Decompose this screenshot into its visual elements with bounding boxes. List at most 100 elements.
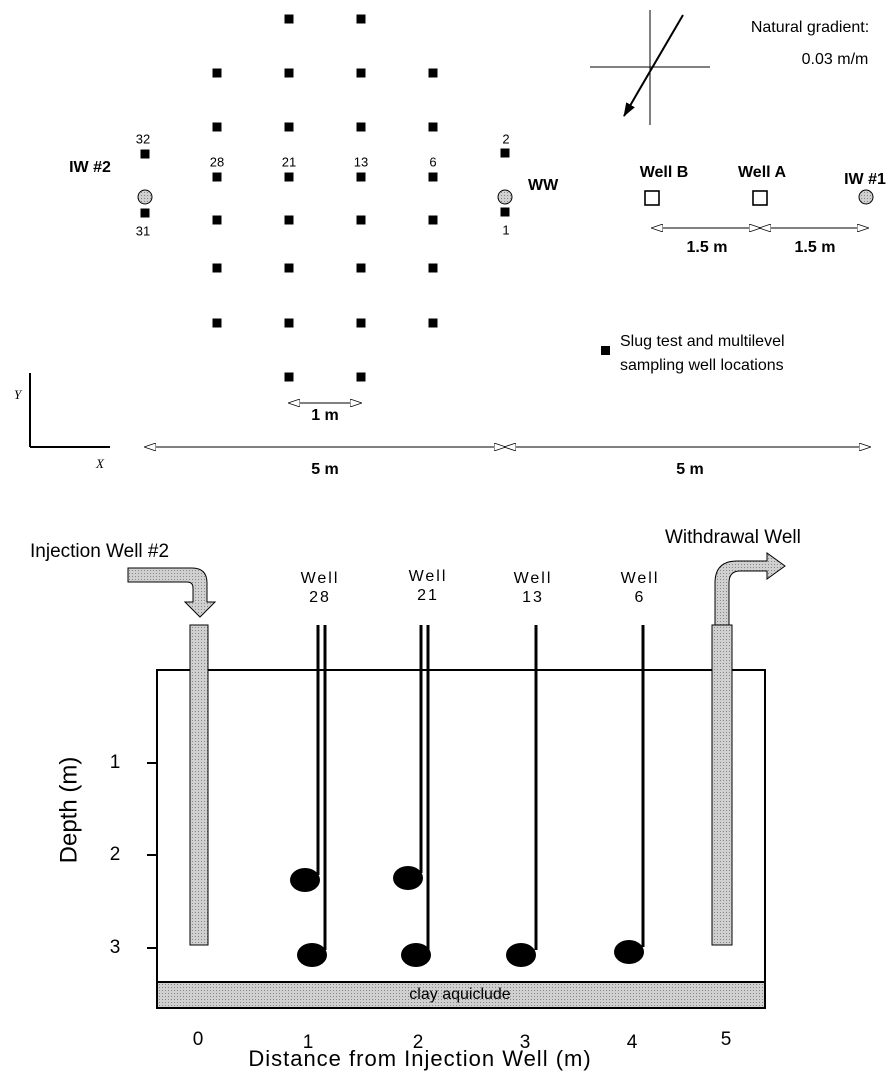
well-circle	[137, 189, 153, 205]
sampling-wells	[140, 14, 510, 382]
sampling-well	[428, 215, 438, 225]
well-label: Well A	[738, 164, 786, 181]
flow-arrow	[127, 567, 217, 618]
sampling-well	[212, 318, 222, 328]
sampling-well	[428, 68, 438, 78]
distance-tick-label: 0	[193, 1029, 204, 1050]
sampling-well	[284, 215, 294, 225]
distance-tick-label: 4	[627, 1032, 638, 1053]
sampling-well	[428, 172, 438, 182]
sampler-label: 28	[210, 154, 224, 169]
sampling-well	[356, 172, 366, 182]
sampler-label: 13	[354, 154, 368, 169]
legend-text: Slug test and multilevel	[620, 333, 785, 350]
withdrawal-label: Withdrawal Well	[665, 527, 801, 548]
well-number: 28	[309, 589, 331, 606]
plan-view: 32 31 2 1 28 21 13 6 IW #2 WW Well B Wel…	[14, 10, 886, 478]
well-label: IW #1	[844, 171, 886, 188]
sampler-tip	[297, 943, 327, 967]
sampling-well	[284, 172, 294, 182]
sampler-label: 21	[282, 154, 296, 169]
sampling-well	[140, 208, 150, 218]
spacing-label: 1 m	[311, 407, 339, 424]
axis-label: X	[95, 456, 105, 471]
well-square	[644, 190, 660, 206]
well-label: IW #2	[69, 159, 111, 176]
sampler-label: 31	[136, 223, 150, 238]
well-label: Well	[621, 570, 660, 587]
sampler-tip	[290, 868, 320, 892]
sampler-tip	[506, 943, 536, 967]
sampling-well	[428, 122, 438, 132]
distance-tick-label: 1	[303, 1032, 314, 1053]
sampling-well	[212, 68, 222, 78]
well-circle	[858, 189, 874, 205]
sampling-well	[356, 263, 366, 273]
well-label: Well	[409, 568, 448, 585]
sampling-well	[356, 14, 366, 24]
injection-label: Injection Well #2	[30, 541, 169, 562]
withdrawal-casing	[711, 624, 733, 946]
spacing-label: 5 m	[311, 461, 339, 478]
sampling-well	[284, 263, 294, 273]
distance-tick-label: 5	[721, 1029, 732, 1050]
sampler-tip	[614, 940, 644, 964]
depth-tick-label: 1	[110, 752, 121, 773]
legend-text: sampling well locations	[620, 357, 784, 374]
sampler-label: 32	[136, 131, 150, 146]
sampling-well	[356, 318, 366, 328]
legend-symbol	[601, 346, 610, 355]
y-axis-title: Depth (m)	[55, 757, 82, 864]
flow-arrow	[714, 552, 786, 626]
spacing-label: 1.5 m	[687, 239, 728, 256]
well-number: 13	[522, 589, 544, 606]
sampling-well	[284, 318, 294, 328]
sampler-tip	[393, 866, 423, 890]
samplers	[290, 625, 645, 967]
well-label: WW	[528, 177, 559, 194]
sampler-label: 6	[429, 154, 436, 169]
clay-label: clay aquiclude	[409, 986, 511, 1003]
sampling-well	[356, 68, 366, 78]
sampling-well	[140, 149, 150, 159]
well-number: 21	[417, 587, 439, 604]
depth-tick-label: 3	[110, 937, 121, 958]
sampling-well	[356, 372, 366, 382]
gradient-arrow	[623, 14, 684, 117]
spacing-label: 1.5 m	[795, 239, 836, 256]
sampling-well	[500, 207, 510, 217]
distance-tick-label: 2	[413, 1032, 424, 1053]
sampler-label: 1	[502, 222, 509, 237]
sampling-well	[212, 172, 222, 182]
sampling-well	[428, 263, 438, 273]
well-label: Well	[514, 570, 553, 587]
sampling-well	[284, 68, 294, 78]
sampling-well	[284, 122, 294, 132]
sampling-well	[212, 263, 222, 273]
x-axis-title: Distance from Injection Well (m)	[248, 1046, 591, 1071]
sampling-well	[356, 215, 366, 225]
well-circle	[497, 189, 513, 205]
sampling-well	[284, 14, 294, 24]
sampling-well	[500, 148, 510, 158]
depth-tick-label: 2	[110, 844, 121, 865]
well-label: Well	[301, 570, 340, 587]
gradient-title: Natural gradient:	[751, 19, 869, 36]
sampling-well	[212, 215, 222, 225]
sampling-well	[284, 372, 294, 382]
sampler-tip	[401, 943, 431, 967]
sampling-well	[356, 122, 366, 132]
well-label: Well B	[640, 164, 689, 181]
sampling-well	[428, 318, 438, 328]
aquifer-box	[156, 669, 766, 1009]
gradient-value: 0.03 m/m	[802, 51, 869, 68]
well-square	[752, 190, 768, 206]
injection-casing	[189, 624, 209, 946]
sampler-label: 2	[502, 131, 509, 146]
distance-tick-label: 3	[520, 1032, 531, 1053]
clay-layer	[156, 981, 766, 1009]
axis-label: Y	[14, 387, 23, 402]
sampling-well	[212, 122, 222, 132]
well-number: 6	[635, 589, 646, 606]
